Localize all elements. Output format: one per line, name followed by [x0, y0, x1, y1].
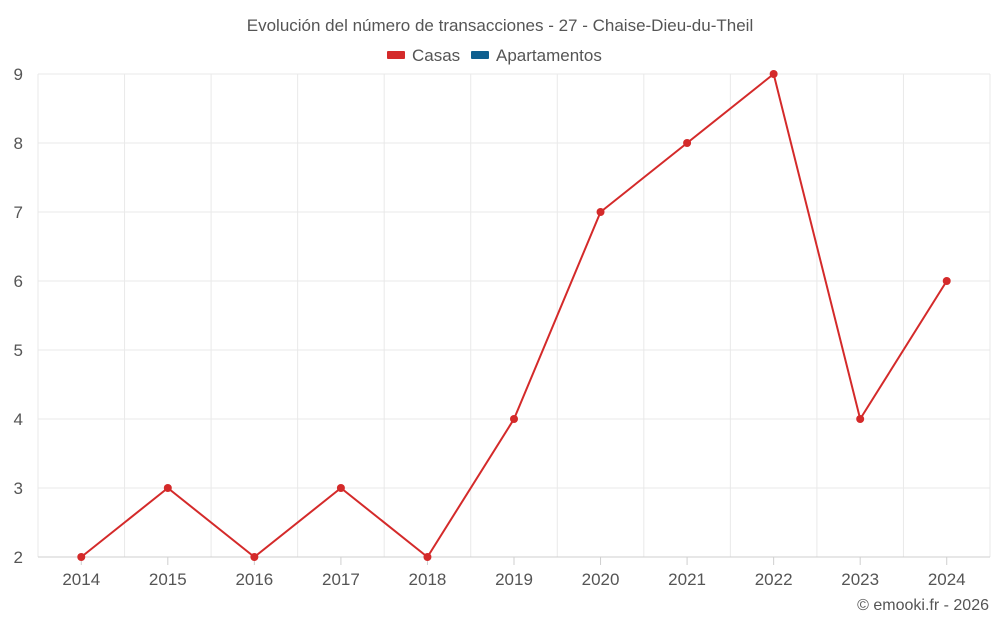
x-tick-label: 2017	[322, 570, 360, 589]
y-tick-label: 4	[14, 410, 23, 429]
x-tick-label: 2024	[928, 570, 966, 589]
axes: 2 3 4 5 6 7 8 9 2014 2015 2016 2017 2018 2019 2020 2021…	[14, 65, 990, 589]
x-tick-label: 2022	[755, 570, 793, 589]
y-tick-label: 2	[14, 548, 23, 567]
chart-title: Evolución del número de transacciones - …	[247, 16, 753, 35]
legend-item-apartamentos[interactable]: Apartamentos	[471, 46, 602, 65]
x-tick-label: 2019	[495, 570, 533, 589]
legend-label-apartamentos: Apartamentos	[496, 46, 602, 65]
x-tick-label: 2023	[841, 570, 879, 589]
y-tick-label: 8	[14, 134, 23, 153]
data-point-casas[interactable]	[423, 553, 432, 561]
legend-swatch-apartamentos	[471, 51, 489, 59]
credit-text: © emooki.fr - 2026	[857, 597, 989, 614]
data-point-casas[interactable]	[336, 484, 345, 492]
data-point-casas[interactable]	[596, 208, 605, 216]
legend: Casas Apartamentos	[387, 46, 602, 65]
x-tick-label: 2016	[235, 570, 273, 589]
x-tick-label: 2020	[582, 570, 620, 589]
data-point-casas[interactable]	[250, 553, 259, 561]
data-point-casas[interactable]	[163, 484, 172, 492]
data-point-casas[interactable]	[769, 70, 778, 78]
x-tick-label: 2015	[149, 570, 187, 589]
y-tick-label: 5	[14, 341, 23, 360]
legend-swatch-casas	[387, 51, 405, 59]
data-point-casas[interactable]	[683, 139, 692, 147]
x-tick-label: 2018	[409, 570, 447, 589]
series-casas	[77, 70, 951, 561]
x-tick-label: 2021	[668, 570, 706, 589]
data-point-casas[interactable]	[942, 277, 951, 285]
y-tick-label: 7	[14, 203, 23, 222]
y-tick-label: 3	[14, 479, 23, 498]
legend-label-casas: Casas	[412, 46, 460, 65]
y-tick-label: 9	[14, 65, 23, 84]
data-point-casas[interactable]	[856, 415, 865, 423]
legend-item-casas[interactable]: Casas	[387, 46, 460, 65]
x-tick-label: 2014	[62, 570, 100, 589]
grid	[37, 73, 991, 557]
data-point-casas[interactable]	[510, 415, 518, 423]
data-point-casas[interactable]	[77, 553, 86, 561]
y-tick-label: 6	[14, 272, 23, 291]
